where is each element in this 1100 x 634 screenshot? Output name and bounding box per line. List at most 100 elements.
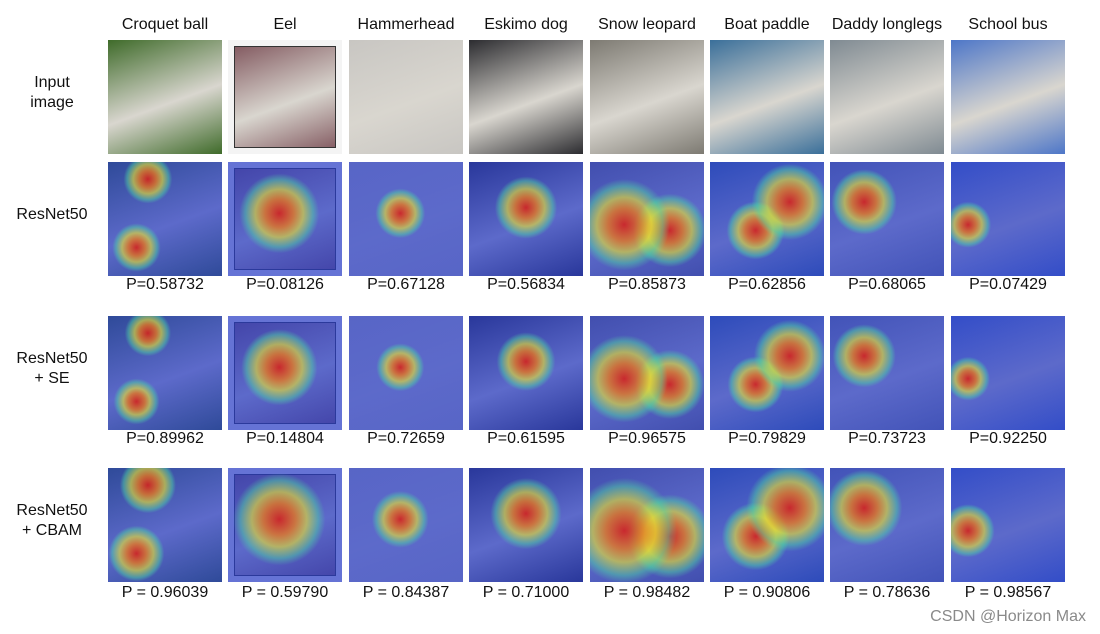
attention-heatmap [590,468,704,582]
row-label-line: + SE [34,370,70,387]
row-label: ResNet50 + SE [0,349,104,389]
probability-label: P=0.14804 [246,430,324,447]
attention-heatmap [469,162,583,276]
attention-heatmap [951,468,1065,582]
probability-label: P = 0.84387 [362,584,450,601]
probability-label: P = 0.59790 [241,584,329,601]
row-label: ResNet50 + CBAM [0,501,104,541]
attention-heatmap [469,316,583,430]
attention-heatmap [228,162,342,276]
probability-label: P = 0.96039 [121,584,209,601]
input-image [590,40,704,154]
probability-label: P = 0.71000 [482,584,570,601]
column-title: Boat paddle [724,16,810,33]
probability-label: P=0.92250 [969,430,1047,447]
row-label-line: ResNet50 [16,206,88,223]
input-image [710,40,824,154]
row-label-line: ResNet50 [16,350,88,367]
heatmap-overlay [228,162,342,276]
column-title: Croquet ball [121,16,209,33]
heatmap-overlay [469,316,583,430]
attention-heatmap [108,316,222,430]
probability-label: P=0.73723 [848,430,926,447]
column-title: Hammerhead [357,16,455,33]
attention-heatmap [830,162,944,276]
attention-heatmap [710,468,824,582]
attention-heatmap [830,468,944,582]
probability-label: P=0.89962 [126,430,204,447]
heatmap-overlay [108,468,222,582]
probability-label: P=0.61595 [487,430,565,447]
probability-label: P=0.72659 [367,430,445,447]
attention-heatmap [108,468,222,582]
attention-heatmap [590,162,704,276]
attention-heatmap [951,316,1065,430]
attention-heatmap [108,162,222,276]
input-image [108,40,222,154]
heatmap-overlay [228,468,342,582]
row-label-line: image [30,94,74,111]
input-image [951,40,1065,154]
heatmap-overlay [951,162,1065,276]
attention-heatmap [228,468,342,582]
heatmap-overlay [830,468,944,582]
input-image [349,40,463,154]
heatmap-overlay [710,316,824,430]
row-label-line: ResNet50 [16,502,88,519]
attention-heatmap [951,162,1065,276]
attention-heatmap [349,468,463,582]
heatmap-overlay [469,468,583,582]
probability-label: P = 0.78636 [843,584,931,601]
row-label: ResNet50 [0,205,104,225]
row-label-line: + CBAM [21,522,82,539]
heatmap-overlay [951,468,1065,582]
heatmap-overlay [349,468,463,582]
probability-label: P=0.68065 [848,276,926,293]
attention-heatmap [349,316,463,430]
attention-heatmap [830,316,944,430]
probability-label: P=0.62856 [728,276,806,293]
heatmap-overlay [951,316,1065,430]
row-label-line: Input [34,74,70,91]
heatmap-overlay [349,316,463,430]
probability-label: P=0.56834 [487,276,565,293]
probability-label: P=0.67128 [367,276,445,293]
attention-heatmap [710,162,824,276]
row-label: Input image [0,73,104,113]
column-title: Daddy longlegs [831,16,943,33]
probability-label: P = 0.90806 [723,584,811,601]
heatmap-overlay [108,316,222,430]
probability-label: P=0.58732 [126,276,204,293]
heatmap-overlay [710,468,824,582]
input-image [830,40,944,154]
input-image [228,40,342,154]
watermark: CSDN @Horizon Max [930,608,1086,625]
heatmap-overlay [590,468,704,582]
column-title: Snow leopard [598,16,696,33]
input-image [469,40,583,154]
attention-heatmap [710,316,824,430]
heatmap-overlay [590,316,704,430]
attention-heatmap [228,316,342,430]
column-title: Eel [273,16,297,33]
probability-label: P = 0.98482 [603,584,691,601]
column-title: School bus [968,16,1048,33]
attention-heatmap [469,468,583,582]
probability-label: P=0.79829 [728,430,806,447]
column-title: Eskimo dog [484,16,568,33]
heatmap-overlay [349,162,463,276]
heatmap-overlay [469,162,583,276]
attention-heatmap [349,162,463,276]
probability-label: P = 0.98567 [964,584,1052,601]
probability-label: P=0.07429 [969,276,1047,293]
heatmap-overlay [830,316,944,430]
probability-label: P=0.85873 [608,276,686,293]
heatmap-overlay [830,162,944,276]
attention-heatmap [590,316,704,430]
probability-label: P=0.08126 [246,276,324,293]
heatmap-overlay [590,162,704,276]
probability-label: P=0.96575 [608,430,686,447]
heatmap-overlay [228,316,342,430]
heatmap-overlay [710,162,824,276]
heatmap-overlay [108,162,222,276]
